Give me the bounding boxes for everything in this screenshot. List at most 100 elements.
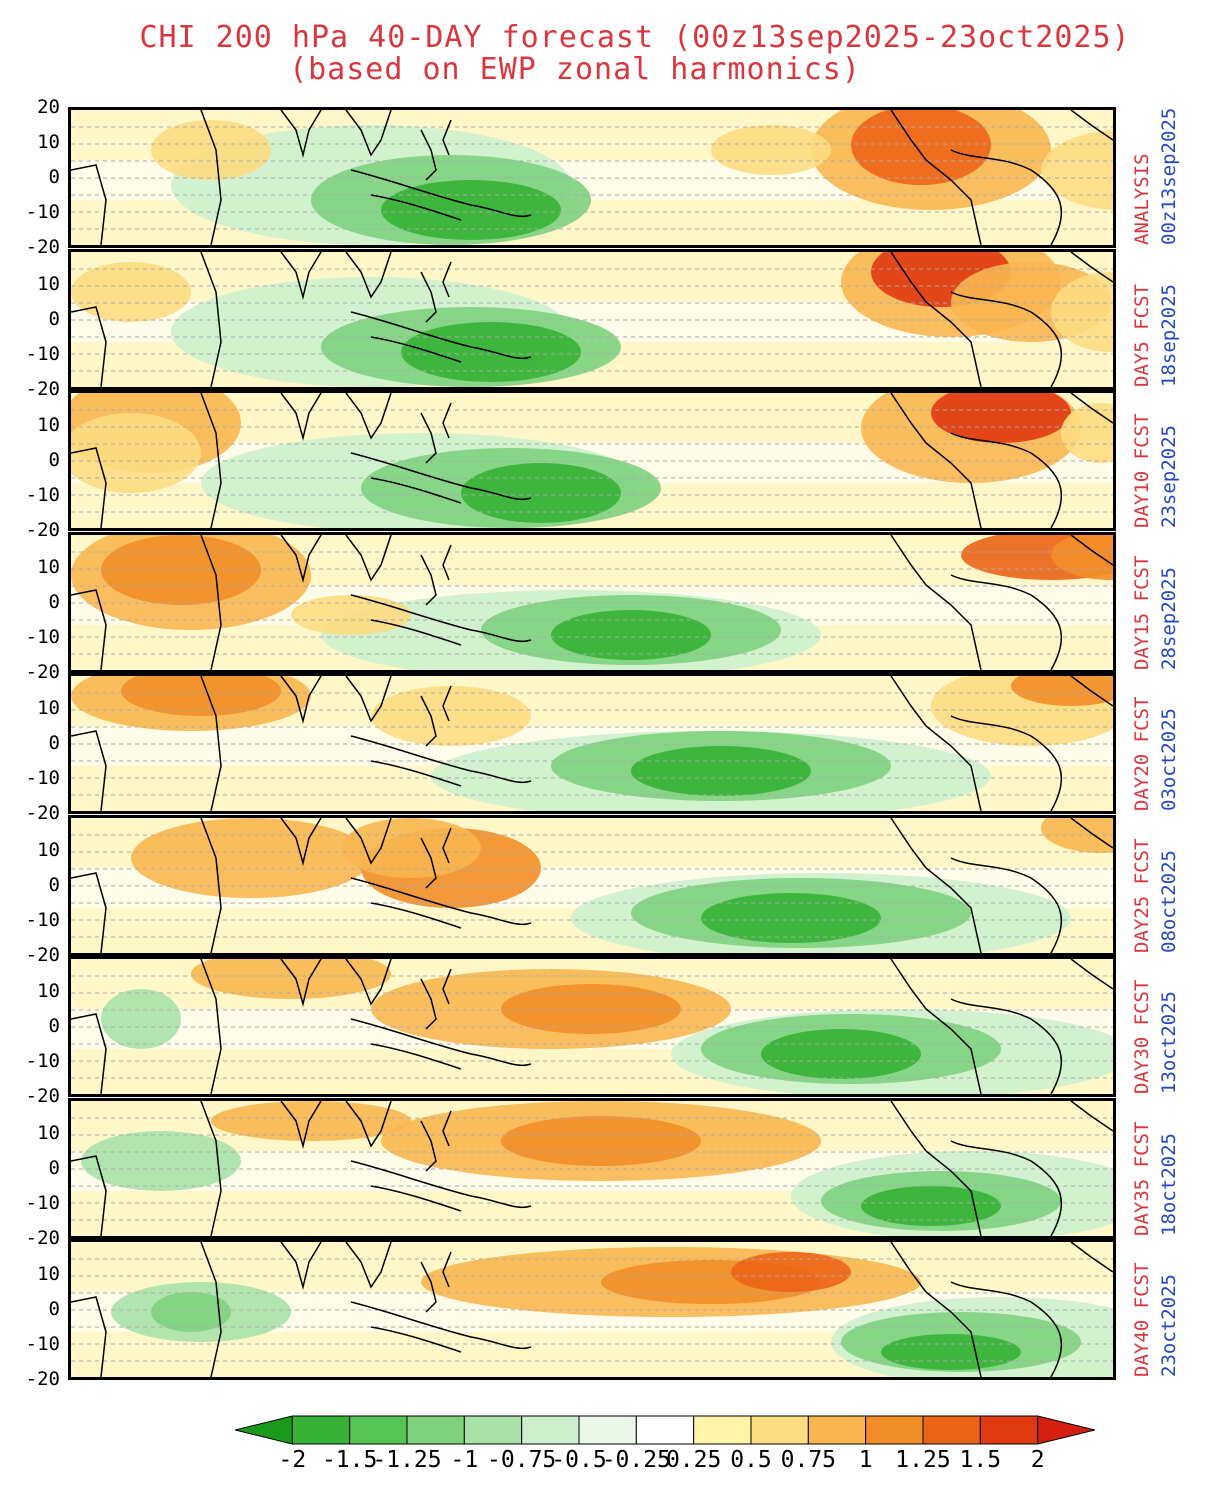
lat-tick-label: 0 (48, 166, 60, 188)
lat-tick-label: 10 (37, 555, 60, 578)
chi-field-map (71, 1100, 1113, 1236)
colorbar-tick-label: -1.5 (321, 1447, 378, 1473)
panel-kind-label: DAY40 FCST (1131, 1262, 1153, 1377)
panel-kind-label: DAY35 FCST (1131, 1121, 1153, 1236)
chi-field-map (71, 959, 1113, 1094)
colorbar-tick-label: -0.75 (487, 1447, 557, 1473)
chi-field-map (71, 251, 1113, 387)
panel-kind-label: DAY25 FCST (1131, 838, 1153, 953)
panel-date-label: 18oct2025 (1158, 1132, 1180, 1236)
lat-tick-label: 10 (37, 1121, 60, 1144)
colorbar (235, 1415, 1095, 1445)
map-panel (68, 673, 1116, 814)
chi-field-map (71, 110, 1113, 245)
lat-tick-label: -20 (25, 1226, 60, 1249)
colorbar-tick-label: -0.25 (601, 1447, 671, 1473)
colorbar-swatch (922, 1415, 981, 1445)
colorbar-swatch (235, 1415, 293, 1445)
colorbar-tick-label: 1 (858, 1447, 873, 1473)
colorbar-tick-label: -1 (450, 1447, 479, 1473)
panel-kind-label: DAY15 FCST (1131, 555, 1153, 670)
panel-kind-label: DAY10 FCST (1131, 413, 1153, 528)
lat-tick-label: 0 (48, 732, 60, 754)
panel-kind-label: DAY30 FCST (1131, 979, 1153, 1094)
panel-date-label: 08oct2025 (1158, 849, 1180, 953)
lat-tick-label: 20 (37, 96, 60, 118)
lat-tick-label: -20 (25, 802, 60, 824)
chi-field-map (71, 817, 1113, 953)
lat-tick-label: -20 (25, 1085, 60, 1107)
panel-date-label: 23oct2025 (1158, 1274, 1180, 1377)
colorbar-swatch (693, 1415, 752, 1445)
colorbar-swatch (807, 1415, 867, 1445)
chi-field-map (71, 534, 1113, 670)
lat-tick-label: 0 (48, 1156, 60, 1179)
colorbar-tick-label: 0.75 (780, 1447, 837, 1473)
panel-date-label: 13oct2025 (1158, 991, 1180, 1094)
map-panel (68, 814, 1116, 956)
colorbar-tick-label: 1.25 (895, 1447, 951, 1473)
colorbar-tick-label: 0.5 (730, 1447, 772, 1473)
colorbar-tick-label: 1.5 (959, 1447, 1002, 1473)
lat-tick-label: -20 (25, 660, 60, 683)
panel-kind-label: DAY20 FCST (1131, 696, 1153, 811)
lat-tick-label: -10 (25, 767, 60, 789)
lat-tick-label: -20 (25, 943, 60, 966)
lat-tick-label: -20 (25, 519, 60, 541)
map-panel (68, 1097, 1116, 1239)
colorbar-swatch (463, 1415, 523, 1445)
lat-tick-label: 0 (48, 307, 60, 330)
colorbar-tick-label: -1.25 (372, 1447, 442, 1473)
colorbar-swatch (979, 1415, 1039, 1445)
lat-tick-label: -10 (25, 1050, 60, 1072)
chi-field-map (71, 1242, 1113, 1377)
chi-field-map (71, 676, 1113, 811)
lat-tick-label: 0 (48, 1298, 60, 1320)
colorbar-swatch (521, 1415, 580, 1445)
lat-tick-label: -10 (25, 484, 60, 506)
colorbar-swatch (865, 1415, 924, 1445)
lat-tick-label: 10 (37, 1263, 60, 1285)
map-panel (68, 1239, 1116, 1380)
lat-tick-label: 10 (37, 838, 60, 861)
colorbar-swatch (349, 1415, 408, 1445)
lat-tick-label: -10 (25, 1191, 60, 1214)
lat-tick-label: -20 (25, 377, 60, 400)
map-title-line1: CHI 200 hPa 40-DAY forecast (00z13sep202… (139, 20, 1131, 55)
lat-tick-label: -10 (25, 201, 60, 223)
panel-date-label: 18sep2025 (1158, 283, 1180, 387)
lat-tick-label: 0 (48, 1015, 60, 1037)
lat-tick-label: -20 (25, 1368, 60, 1390)
colorbar-swatch (750, 1415, 809, 1445)
colorbar-tick-label: -2 (278, 1447, 307, 1473)
map-panel (68, 107, 1116, 248)
lat-tick-label: 0 (48, 873, 60, 896)
lat-tick-label: 10 (37, 414, 60, 436)
colorbar-tick-label: -0.5 (551, 1447, 607, 1473)
lat-tick-label: 10 (37, 697, 60, 719)
lat-tick-label: 0 (48, 590, 60, 613)
lat-tick-label: 10 (37, 980, 60, 1002)
chi-field-map (71, 393, 1113, 528)
lat-tick-label: -10 (25, 1333, 60, 1355)
panel-kind-label: ANALYSIS (1131, 153, 1153, 245)
lat-tick-label: 10 (37, 131, 60, 153)
colorbar-swatch (291, 1415, 351, 1445)
map-title-line2: (based on EWP zonal harmonics) (289, 52, 861, 87)
colorbar-swatch (406, 1415, 465, 1445)
map-panel (68, 248, 1116, 390)
lat-tick-label: 10 (37, 272, 60, 295)
colorbar-tick-label: 0.25 (665, 1447, 722, 1473)
colorbar-swatch (578, 1415, 637, 1445)
map-panel (68, 390, 1116, 531)
panel-kind-label: DAY5 FCST (1131, 283, 1153, 387)
colorbar-swatch (635, 1415, 695, 1445)
colorbar-tick-label: 2 (1030, 1447, 1045, 1473)
map-panel (68, 531, 1116, 673)
panel-date-label: 03oct2025 (1158, 708, 1180, 811)
panel-date-label: 00z13sep2025 (1158, 107, 1180, 245)
lat-tick-label: -10 (25, 625, 60, 648)
panel-date-label: 28sep2025 (1158, 566, 1180, 670)
lat-tick-label: -10 (25, 342, 60, 365)
colorbar-swatch (1037, 1415, 1095, 1445)
